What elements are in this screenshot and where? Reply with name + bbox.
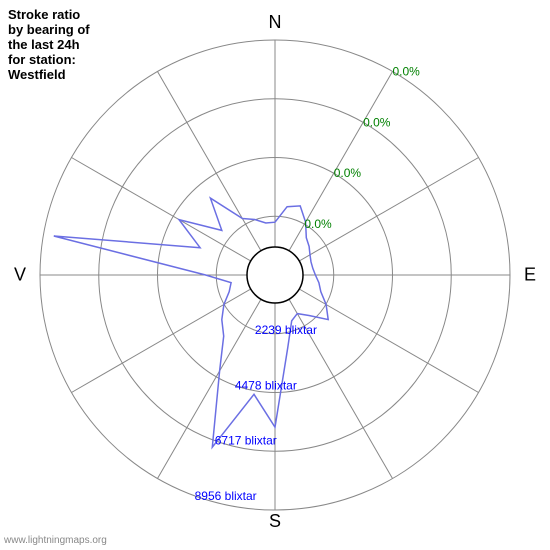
pct-labels: 0.0% 0.0% 0.0% 0.0% — [304, 64, 420, 231]
ring-blx-label: 4478 blixtar — [235, 378, 297, 392]
ring-pct-label: 0.0% — [363, 115, 391, 129]
ring-pct-label: 0.0% — [393, 64, 421, 78]
compass-e: E — [524, 265, 536, 286]
compass-s: S — [269, 511, 281, 532]
blx-labels: 2239 blixtar 4478 blixtar 6717 blixtar 8956… — [195, 323, 317, 503]
ring-blx-label: 2239 blixtar — [255, 323, 317, 337]
ring-blx-label: 6717 blixtar — [215, 434, 277, 448]
ring-pct-label: 0.0% — [304, 217, 332, 231]
grid-spoke — [71, 275, 275, 393]
compass-n: N — [269, 12, 282, 33]
chart-svg: 0.0% 0.0% 0.0% 0.0% 2239 blixtar 4478 blixta… — [0, 0, 550, 550]
grid-spoke — [158, 275, 276, 479]
compass-w: V — [14, 265, 26, 286]
polar-chart-container: Stroke ratio by bearing of the last 24h … — [0, 0, 550, 550]
grid-spoke — [275, 275, 393, 479]
footer-credit: www.lightningmaps.org — [4, 535, 107, 546]
grid-spoke — [71, 158, 275, 276]
ring-blx-label: 8956 blixtar — [195, 489, 257, 503]
ring-pct-label: 0.0% — [334, 166, 362, 180]
grid-spoke — [158, 71, 276, 275]
hub-circle — [247, 247, 303, 303]
